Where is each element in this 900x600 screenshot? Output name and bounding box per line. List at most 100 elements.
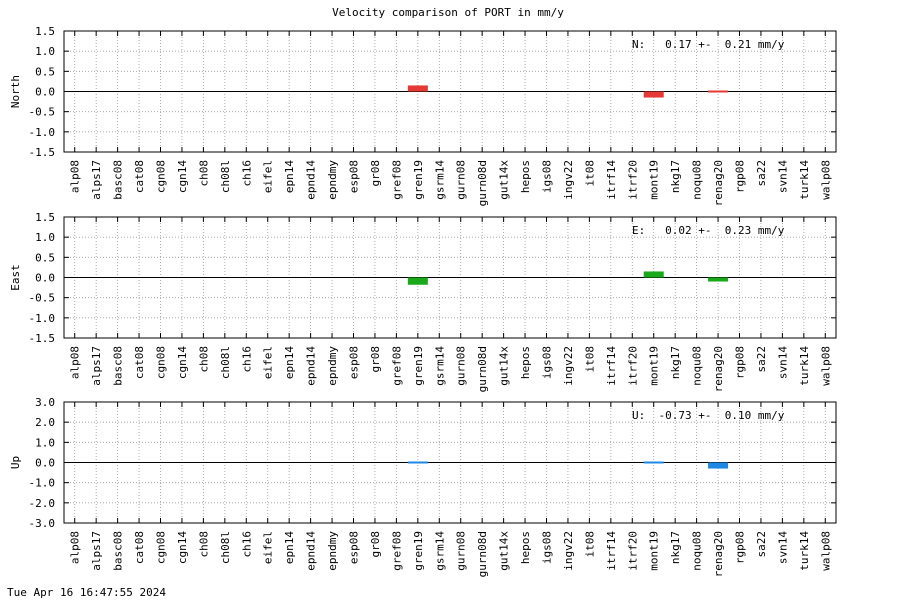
y-axis-label: Up xyxy=(9,456,22,469)
y-tick-label: 0.5 xyxy=(35,251,55,264)
bar-mont19 xyxy=(643,271,664,278)
x-tick-label: walp08 xyxy=(819,531,832,571)
x-tick-label: gurn08d xyxy=(476,531,489,577)
y-tick-label: -3.0 xyxy=(29,517,56,530)
y-axis-label: North xyxy=(9,75,22,108)
x-tick-label: ingv22 xyxy=(562,160,575,200)
y-tick-label: 1.0 xyxy=(35,45,55,58)
x-tick-label: walp08 xyxy=(819,346,832,386)
x-tick-label: eifel xyxy=(262,160,275,193)
x-tick-label: epndmy xyxy=(326,531,339,571)
y-tick-label: -0.5 xyxy=(29,292,56,305)
y-tick-label: 1.5 xyxy=(35,25,55,38)
x-tick-label: sa22 xyxy=(755,346,768,373)
y-tick-label: 1.0 xyxy=(35,231,55,244)
x-tick-label: hepos xyxy=(519,346,532,379)
x-tick-label: ch08l xyxy=(219,531,232,564)
bar-gren19 xyxy=(407,277,428,285)
x-tick-label: gsrm14 xyxy=(433,160,446,200)
x-tick-label: alp08 xyxy=(69,160,82,193)
x-tick-label: alp08 xyxy=(69,531,82,564)
x-tick-label: gr08 xyxy=(369,346,382,373)
x-tick-label: it08 xyxy=(583,160,596,187)
x-tick-label: igs08 xyxy=(541,531,554,564)
x-tick-label: itrf14 xyxy=(605,160,618,200)
y-tick-label: 0.0 xyxy=(35,457,55,470)
x-tick-label: eifel xyxy=(262,346,275,379)
x-tick-label: cat08 xyxy=(133,160,146,193)
x-tick-label: svn14 xyxy=(776,160,789,193)
y-tick-label: -1.0 xyxy=(29,126,56,139)
timestamp: Tue Apr 16 16:47:55 2024 xyxy=(7,586,166,599)
x-tick-label: turk14 xyxy=(798,346,811,386)
x-tick-label: gref08 xyxy=(390,346,403,386)
x-tick-label: hepos xyxy=(519,531,532,564)
x-tick-label: basc08 xyxy=(112,160,125,200)
x-tick-label: cgn08 xyxy=(155,160,168,193)
x-tick-label: rgp08 xyxy=(734,160,747,193)
x-tick-label: gref08 xyxy=(390,531,403,571)
y-tick-label: 2.0 xyxy=(35,416,55,429)
bar-renag20 xyxy=(708,277,729,282)
x-tick-label: esp08 xyxy=(348,160,361,193)
y-tick-label: -2.0 xyxy=(29,497,56,510)
x-tick-label: epnd14 xyxy=(305,346,318,386)
x-tick-label: esp08 xyxy=(348,346,361,379)
x-tick-label: gren19 xyxy=(412,346,425,386)
x-tick-label: alps17 xyxy=(90,531,103,571)
x-tick-label: renag20 xyxy=(712,160,725,206)
y-tick-label: -1.0 xyxy=(29,312,56,325)
x-tick-label: eifel xyxy=(262,531,275,564)
chart-panels: 1.5 1.0 0.5 0.0 -0.5 -1.0 -1.5 alp08 alps17 basc0… xyxy=(9,25,837,577)
x-tick-label: rgp08 xyxy=(734,531,747,564)
y-axis-label: East xyxy=(9,264,22,291)
x-tick-label: itrf14 xyxy=(605,346,618,386)
panel-up: 3.0 2.0 1.0 0.0 -1.0 -2.0 -3.0 alp08 alps17 basc0… xyxy=(9,396,837,577)
plot-frame xyxy=(63,30,837,153)
x-tick-label: it08 xyxy=(583,531,596,558)
x-tick-label: igs08 xyxy=(541,160,554,193)
x-tick-label: epndmy xyxy=(326,160,339,200)
x-tick-label: epn14 xyxy=(283,531,296,564)
x-tick-label: ch08 xyxy=(197,346,210,373)
x-tick-label: noqu08 xyxy=(691,160,704,200)
x-tick-label: epn14 xyxy=(283,346,296,379)
x-tick-label: alps17 xyxy=(90,346,103,386)
x-tick-label: epnd14 xyxy=(305,531,318,571)
x-tick-label: cgn14 xyxy=(176,346,189,379)
y-tick-label: -1.5 xyxy=(29,146,56,159)
x-tick-label: epn14 xyxy=(283,160,296,193)
plot-frame xyxy=(63,401,837,524)
x-tick-label: ch08l xyxy=(219,346,232,379)
x-tick-label: mont19 xyxy=(648,346,661,386)
x-tick-label: it08 xyxy=(583,346,596,373)
x-tick-label: gr08 xyxy=(369,531,382,558)
x-tick-label: gut14x xyxy=(498,531,511,571)
bar-gren19 xyxy=(407,85,428,92)
x-tick-label: itrf14 xyxy=(605,531,618,571)
x-tick-label: ingv22 xyxy=(562,346,575,386)
y-tick-label: -0.5 xyxy=(29,106,56,119)
y-tick-label: 3.0 xyxy=(35,396,55,409)
x-tick-label: svn14 xyxy=(776,346,789,379)
y-tick-label: 0.0 xyxy=(35,272,55,285)
y-tick-label: 0.5 xyxy=(35,65,55,78)
plot-frame xyxy=(63,216,837,339)
x-tick-label: epnd14 xyxy=(305,160,318,200)
x-tick-label: itrf20 xyxy=(626,160,639,200)
x-tick-label: cat08 xyxy=(133,531,146,564)
x-tick-label: alp08 xyxy=(69,346,82,379)
x-tick-label: cgn14 xyxy=(176,160,189,193)
x-tick-label: ch16 xyxy=(240,160,253,187)
panel-north: 1.5 1.0 0.5 0.0 -0.5 -1.0 -1.5 alp08 alps17 basc0… xyxy=(9,25,837,206)
bar-renag20 xyxy=(708,462,729,469)
x-tick-label: ch08l xyxy=(219,160,232,193)
x-tick-label: sa22 xyxy=(755,531,768,558)
y-tick-label: 1.5 xyxy=(35,211,55,224)
x-tick-label: gren19 xyxy=(412,531,425,571)
x-tick-label: epndmy xyxy=(326,346,339,386)
summary-annotation: U: -0.73 +- 0.10 mm/y xyxy=(632,409,785,422)
x-tick-label: cgn08 xyxy=(155,531,168,564)
